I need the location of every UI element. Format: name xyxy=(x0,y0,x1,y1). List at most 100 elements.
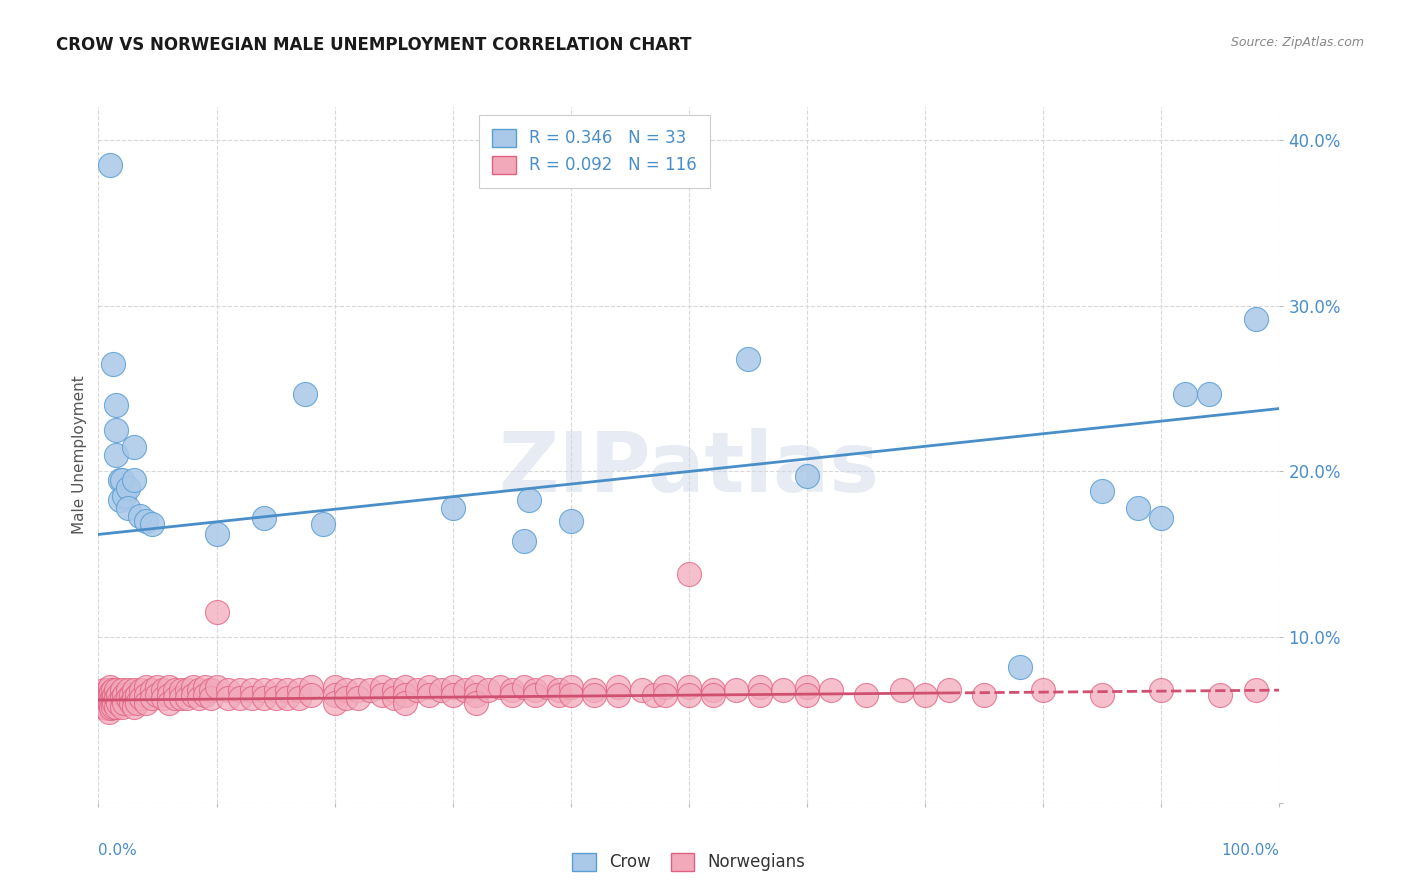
Point xyxy=(914,688,936,702)
Point xyxy=(1126,500,1149,515)
Point xyxy=(103,697,125,711)
Point xyxy=(524,688,547,702)
Point xyxy=(548,688,571,702)
Point xyxy=(1150,683,1173,698)
Point xyxy=(122,699,145,714)
Point xyxy=(97,691,120,706)
Point xyxy=(98,688,121,702)
Point xyxy=(299,680,322,694)
Point xyxy=(264,691,287,706)
Point xyxy=(100,685,122,699)
Point xyxy=(489,680,512,694)
Text: 100.0%: 100.0% xyxy=(1222,843,1279,858)
Point xyxy=(135,680,157,694)
Point xyxy=(152,691,174,706)
Point xyxy=(111,699,134,714)
Point xyxy=(170,691,193,706)
Point xyxy=(678,567,700,582)
Point xyxy=(157,697,180,711)
Point xyxy=(441,500,464,515)
Point xyxy=(441,680,464,694)
Point xyxy=(117,691,139,706)
Point xyxy=(97,699,120,714)
Point xyxy=(288,691,311,706)
Point xyxy=(240,691,263,706)
Point xyxy=(205,680,228,694)
Point xyxy=(117,481,139,495)
Point xyxy=(91,699,114,714)
Point xyxy=(630,683,652,698)
Point xyxy=(111,683,134,698)
Point xyxy=(347,683,370,698)
Point xyxy=(100,701,122,715)
Point xyxy=(122,691,145,706)
Point xyxy=(323,688,346,702)
Point xyxy=(1008,660,1031,674)
Point xyxy=(548,683,571,698)
Point xyxy=(111,691,134,706)
Legend: Crow, Norwegians: Crow, Norwegians xyxy=(565,846,813,878)
Point xyxy=(170,683,193,698)
Point xyxy=(394,697,416,711)
Point xyxy=(477,683,499,698)
Point xyxy=(141,683,163,698)
Point xyxy=(112,688,135,702)
Point xyxy=(94,688,117,702)
Point xyxy=(1174,386,1197,401)
Point xyxy=(560,688,582,702)
Point xyxy=(165,683,187,698)
Point xyxy=(141,691,163,706)
Point xyxy=(96,701,118,715)
Point xyxy=(702,688,724,702)
Point xyxy=(135,514,157,528)
Point xyxy=(187,683,209,698)
Point xyxy=(111,473,134,487)
Point xyxy=(441,688,464,702)
Point xyxy=(560,514,582,528)
Point xyxy=(737,351,759,366)
Point xyxy=(1032,683,1054,698)
Point xyxy=(607,688,630,702)
Point xyxy=(98,688,121,702)
Point xyxy=(1244,312,1267,326)
Point xyxy=(371,680,394,694)
Point xyxy=(122,683,145,698)
Point xyxy=(382,691,405,706)
Point xyxy=(394,680,416,694)
Point xyxy=(501,683,523,698)
Point xyxy=(253,691,276,706)
Point xyxy=(200,691,222,706)
Point xyxy=(181,688,204,702)
Point xyxy=(229,691,252,706)
Point xyxy=(112,697,135,711)
Point xyxy=(253,683,276,698)
Point xyxy=(335,683,357,698)
Point xyxy=(796,688,818,702)
Point xyxy=(93,683,115,698)
Point xyxy=(108,473,131,487)
Point xyxy=(678,680,700,694)
Point xyxy=(654,680,676,694)
Point xyxy=(108,492,131,507)
Point xyxy=(524,683,547,698)
Point xyxy=(519,492,541,507)
Point xyxy=(129,691,152,706)
Point xyxy=(855,688,877,702)
Point xyxy=(105,691,128,706)
Point xyxy=(105,423,128,437)
Point xyxy=(371,688,394,702)
Point xyxy=(512,534,534,549)
Point xyxy=(121,697,143,711)
Point xyxy=(264,683,287,698)
Text: CROW VS NORWEGIAN MALE UNEMPLOYMENT CORRELATION CHART: CROW VS NORWEGIAN MALE UNEMPLOYMENT CORR… xyxy=(56,36,692,54)
Point xyxy=(103,688,125,702)
Point xyxy=(217,691,239,706)
Point xyxy=(105,448,128,462)
Point xyxy=(101,683,124,698)
Point xyxy=(107,697,129,711)
Point xyxy=(205,527,228,541)
Point xyxy=(165,691,187,706)
Point xyxy=(105,398,128,412)
Point xyxy=(382,683,405,698)
Point xyxy=(93,697,115,711)
